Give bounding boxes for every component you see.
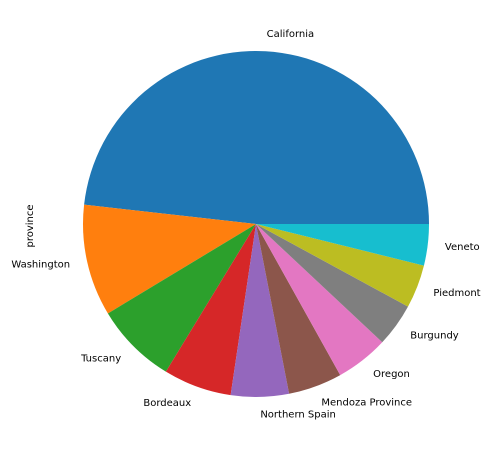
pie-label-washington: Washington — [11, 260, 70, 271]
y-axis-label: province — [25, 204, 36, 247]
pie-label-burgundy: Burgundy — [410, 330, 459, 341]
pie-label-bordeaux: Bordeaux — [143, 398, 191, 409]
pie-label-mendoza-province: Mendoza Province — [321, 398, 412, 409]
pie-label-california: California — [267, 29, 315, 40]
pie-label-oregon: Oregon — [373, 369, 410, 380]
pie-label-piedmont: Piedmont — [433, 288, 480, 299]
pie-slice-california — [84, 51, 429, 224]
pie-slices — [83, 51, 429, 397]
pie-label-veneto: Veneto — [445, 242, 480, 253]
pie-label-tuscany: Tuscany — [80, 353, 121, 364]
pie-label-northern-spain: Northern Spain — [260, 409, 336, 420]
